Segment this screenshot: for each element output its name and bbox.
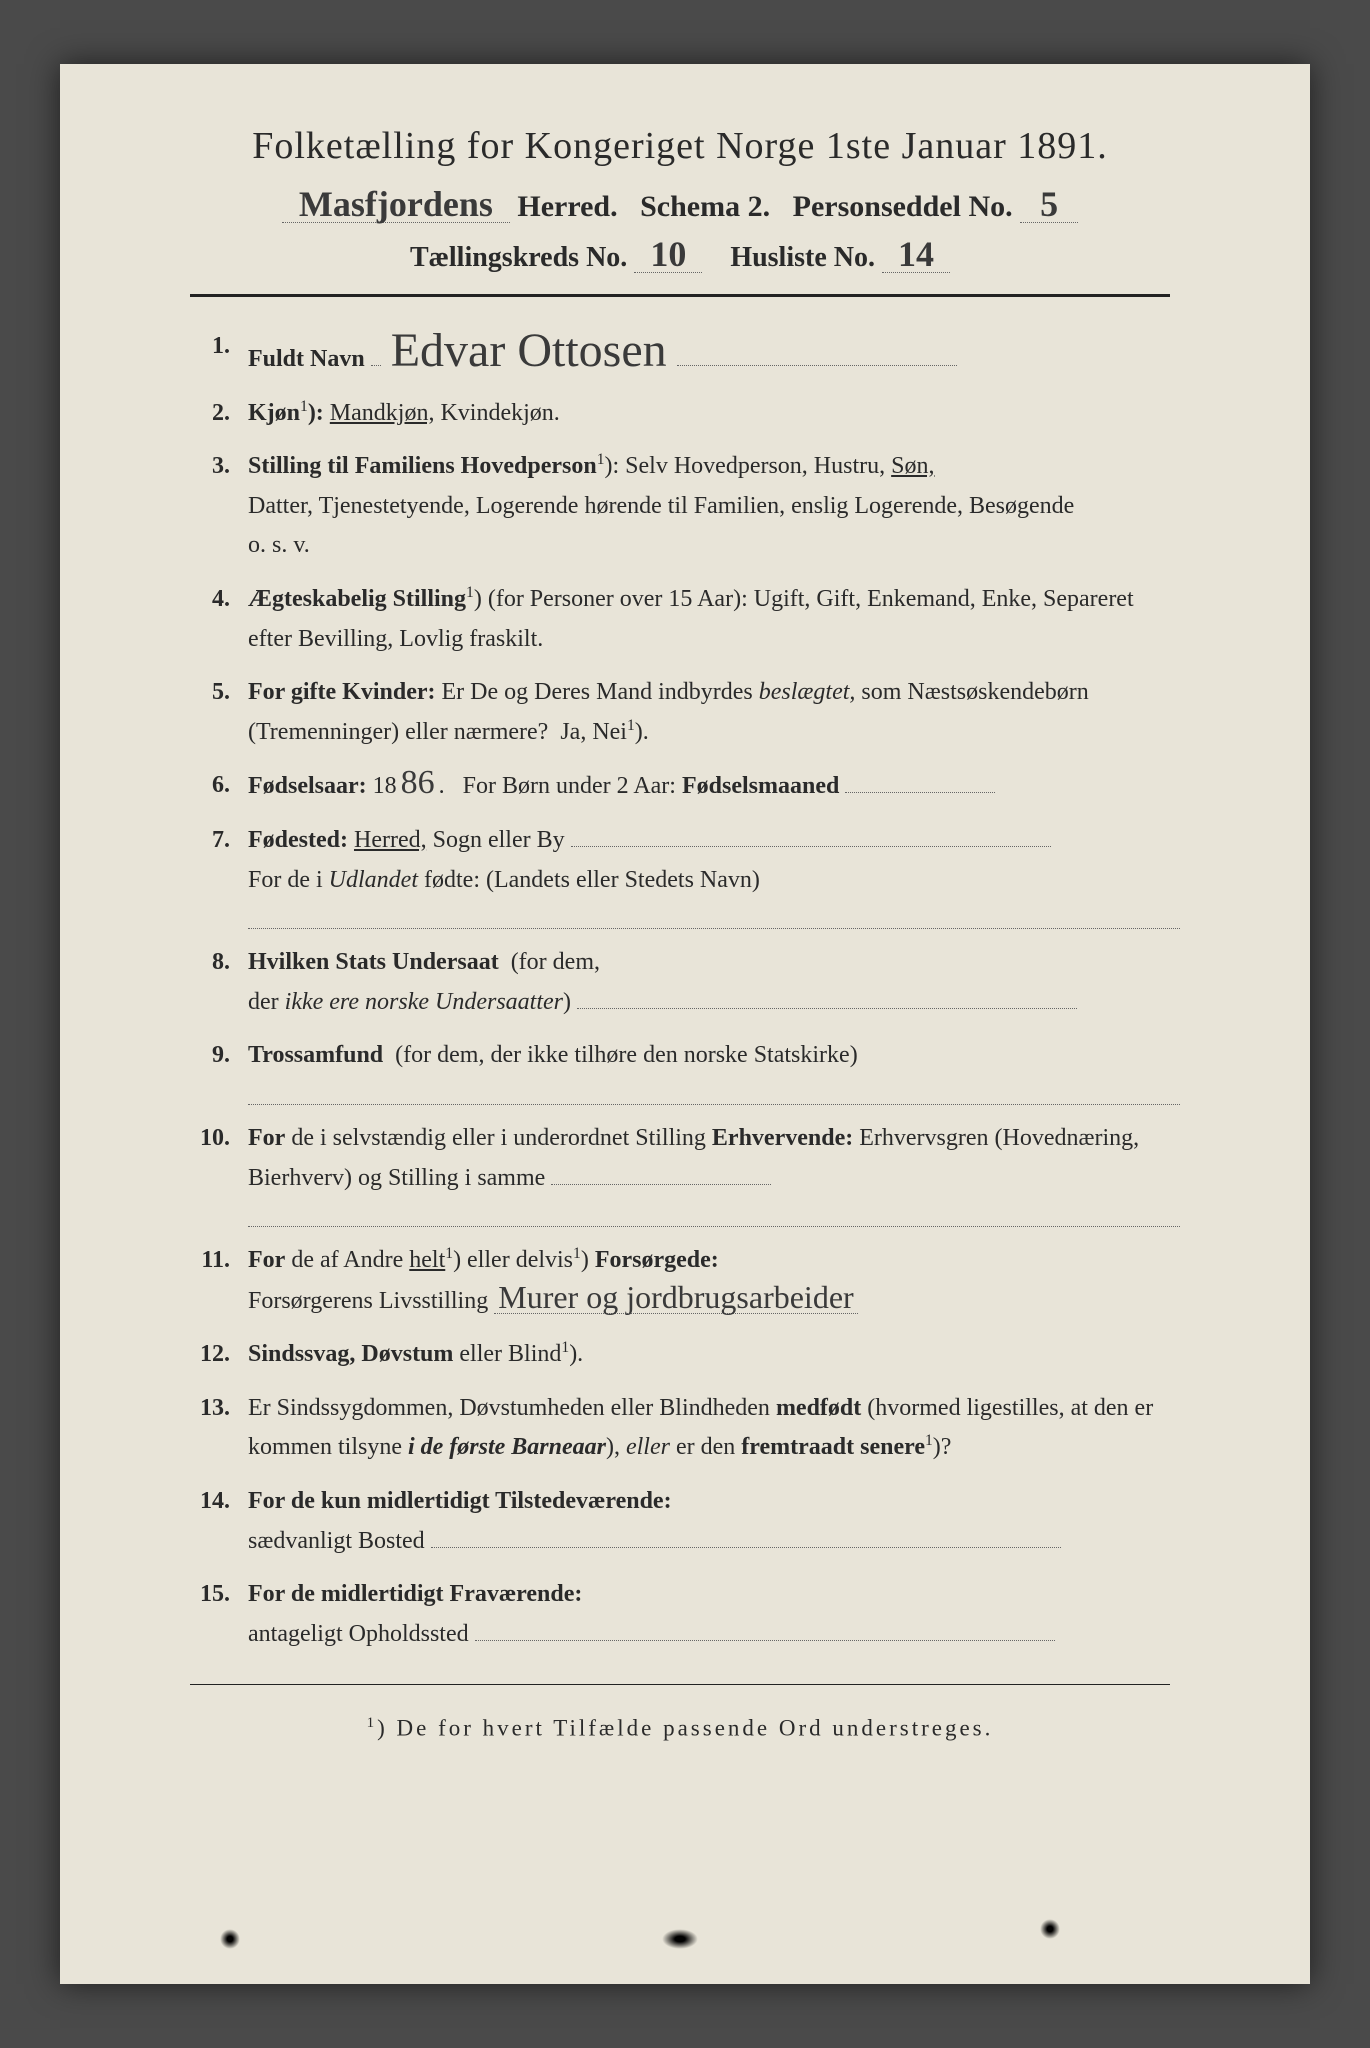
item-number: 13. [170,1389,248,1468]
item-15-sub: antageligt Opholdssted [248,1621,469,1647]
ink-spot-icon [662,1929,698,1949]
item-8-label: Hvilken Stats Undersaat [248,949,499,975]
dotted-fill [248,906,1180,929]
item-15-label: For de midlertidigt Fraværende: [248,1581,582,1607]
item-3-line2: Datter, Tjenestetyende, Logerende hørend… [248,493,1074,519]
item-number: 12. [170,1335,248,1375]
herred-label: Herred. [517,190,617,223]
item-4-paren: (for Personer over 15 Aar): [488,586,748,612]
birthplace-selected: Herred, [354,827,427,853]
livsstilling-handwritten: Murer og jordbrugsarbeider [494,1281,857,1314]
subheader-line-1: Masfjordens Herred. Schema 2. Personsedd… [130,186,1230,224]
item-1: 1. Fuldt Navn Edvar Ottosen [170,327,1180,380]
husliste-label: Husliste No. [730,242,875,273]
year-handwritten: 86 [397,766,439,800]
item-number: 9. [170,1036,248,1105]
item-number: 7. [170,821,248,929]
item-9: 9. Trossamfund (for dem, der ikke tilhør… [170,1036,1180,1105]
item-number: 10. [170,1119,248,1227]
subheader-line-2: Tællingskreds No. 10 Husliste No. 14 [130,236,1230,274]
item-12-label: Sindssvag, Døvstum [248,1341,453,1367]
relation-selected: Søn, [891,453,934,479]
item-number: 15. [170,1575,248,1654]
dotted-fill [248,1204,1180,1227]
item-9-label: Trossamfund [248,1042,383,1068]
item-2: 2. Kjøn1): Mandkjøn, Kvindekjøn. [170,394,1180,434]
footnote-text: De for hvert Tilfælde passende Ord under… [397,1716,994,1741]
item-number: 8. [170,943,248,1022]
item-11: 11. For de af Andre helt1) eller delvis1… [170,1241,1180,1321]
item-8: 8. Hvilken Stats Undersaat (for dem, der… [170,943,1180,1022]
item-3-line3: o. s. v. [248,532,310,558]
kreds-label: Tællingskreds No. [410,242,627,273]
item-10: 10. For de i selvstændig eller i underor… [170,1119,1180,1227]
item-3: 3. Stilling til Familiens Hovedperson1):… [170,447,1180,566]
herred-handwritten: Masfjordens [282,186,510,223]
item-13: 13. Er Sindssygdommen, Døvstumheden elle… [170,1389,1180,1468]
item-number: 2. [170,394,248,434]
main-title: Folketælling for Kongeriget Norge 1ste J… [130,124,1230,168]
dotted-fill [248,1082,1180,1105]
name-handwritten: Edvar Ottosen [387,327,671,375]
gender-selected: Mandkjøn, [330,400,435,426]
form-items: 1. Fuldt Navn Edvar Ottosen 2. Kjøn1): M… [130,327,1230,1654]
item-number: 11. [170,1241,248,1321]
item-number: 6. [170,766,248,807]
item-7-label: Fødested: [248,827,348,853]
item-number: 5. [170,673,248,752]
year-prefix: 18 [373,773,397,799]
item-6-text2: For Børn under 2 Aar: [463,773,676,799]
item-1-label: Fuldt Navn [248,346,365,372]
item-14-label: For de kun midlertidigt Tilstedeværende: [248,1488,672,1514]
item-4: 4. Ægteskabelig Stilling1) (for Personer… [170,580,1180,659]
item-12-rest: eller Blind [459,1341,561,1367]
item-number: 3. [170,447,248,566]
personseddel-label: Personseddel No. [793,190,1013,223]
item-number: 1. [170,327,248,380]
item-11-line2: Forsørgerens Livsstilling [248,1288,488,1314]
item-15: 15. For de midlertidigt Fraværende: anta… [170,1575,1180,1654]
census-form-page: Folketælling for Kongeriget Norge 1ste J… [60,64,1310,1984]
kreds-no: 10 [634,236,702,273]
item-6: 6. Fødselsaar: 1886. For Børn under 2 Aa… [170,766,1180,807]
item-9-text: (for dem, der ikke tilhøre den norske St… [395,1042,858,1068]
item-number: 14. [170,1482,248,1561]
item-5: 5. For gifte Kvinder: Er De og Deres Man… [170,673,1180,752]
item-6-label: Fødselsaar: [248,773,367,799]
husliste-no: 14 [882,236,950,273]
form-header: Folketælling for Kongeriget Norge 1ste J… [130,124,1230,274]
ink-spot-icon [1040,1919,1060,1939]
ink-spot-icon [220,1929,240,1949]
item-7: 7. Fødested: Herred, Sogn eller By For d… [170,821,1180,929]
item-number: 4. [170,580,248,659]
item-14-sub: sædvanligt Bosted [248,1528,425,1554]
schema-label: Schema 2. [640,190,770,223]
item-6-text3: Fødselsmaaned [682,773,839,799]
divider-top [190,294,1170,297]
footnote: 1) De for hvert Tilfælde passende Ord un… [130,1715,1230,1742]
item-7-rest: Sogn eller By [433,827,565,853]
personseddel-no: 5 [1020,186,1078,223]
item-12: 12. Sindssvag, Døvstum eller Blind1). [170,1335,1180,1375]
item-14: 14. For de kun midlertidigt Tilstedevære… [170,1482,1180,1561]
divider-bottom [190,1684,1170,1685]
